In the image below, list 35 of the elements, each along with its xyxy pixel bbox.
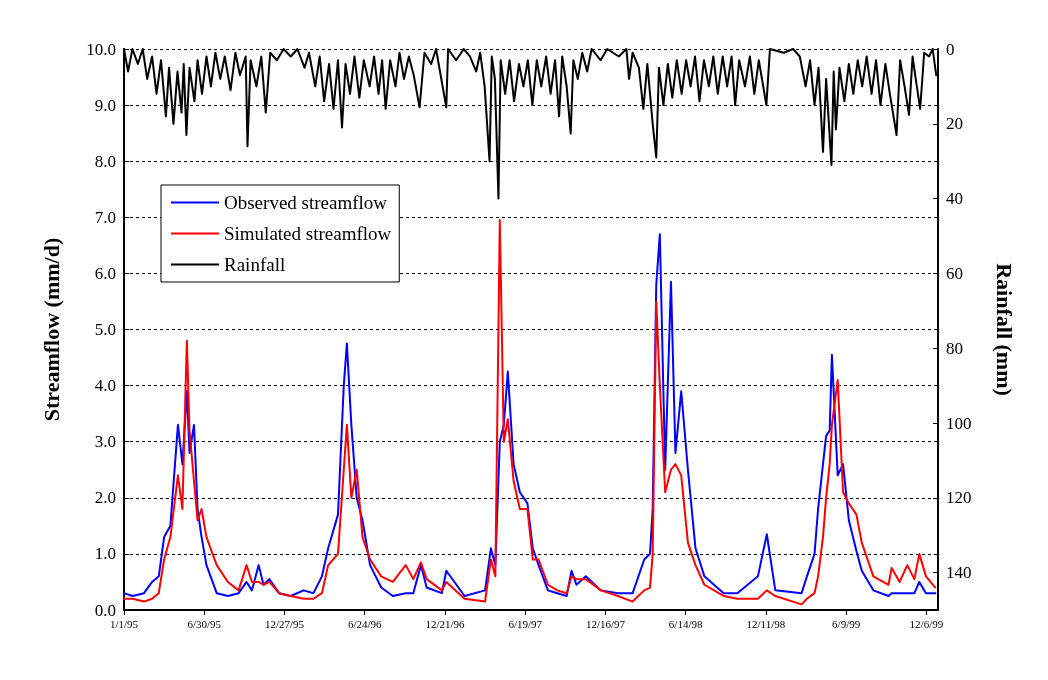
y-tick-label: 8.0 bbox=[94, 151, 116, 171]
x-tick-label: 6/30/95 bbox=[187, 617, 222, 630]
y-tick-label: 10.0 bbox=[86, 39, 116, 59]
x-tick-label: 6/14/98 bbox=[668, 617, 703, 630]
x-tick-label: 6/9/99 bbox=[832, 617, 861, 630]
y2-tick-label: 120 bbox=[946, 488, 972, 508]
y2-tick-label: 0 bbox=[946, 39, 955, 59]
y-tick-label: 0.0 bbox=[94, 600, 116, 620]
x-tick-label: 12/11/98 bbox=[746, 617, 786, 630]
x-tick-label: 6/24/96 bbox=[347, 617, 383, 630]
x-tick-label: 12/21/96 bbox=[425, 617, 466, 630]
y-tick-label: 9.0 bbox=[94, 95, 116, 115]
y2-tick-label: 100 bbox=[946, 413, 972, 433]
y2-axis-title: Rainfall (mm) bbox=[991, 263, 1017, 396]
y2-tick-label: 140 bbox=[946, 563, 972, 583]
legend-label: Observed streamflow bbox=[224, 192, 388, 213]
y-tick-label: 6.0 bbox=[94, 263, 116, 283]
legend-label: Rainfall bbox=[224, 254, 286, 275]
y-tick-label: 1.0 bbox=[94, 544, 116, 564]
y2-tick-label: 80 bbox=[946, 338, 963, 358]
y2-tick-label: 20 bbox=[946, 114, 963, 134]
y-axis-title: Streamflow (mm/d) bbox=[38, 237, 64, 422]
x-tick-label: 12/27/95 bbox=[264, 617, 305, 630]
y2-tick-label: 60 bbox=[946, 263, 963, 283]
x-tick-label: 12/16/97 bbox=[585, 617, 626, 630]
y-tick-label: 5.0 bbox=[94, 320, 116, 339]
x-tick-label: 1/1/95 bbox=[109, 617, 139, 630]
legend-label: Simulated streamflow bbox=[224, 223, 392, 244]
y2-tick-label: 40 bbox=[946, 189, 963, 209]
y-tick-label: 3.0 bbox=[94, 432, 116, 452]
y-tick-label: 4.0 bbox=[94, 376, 116, 396]
x-tick-label: 12/6/99 bbox=[909, 617, 944, 630]
y-tick-label: 7.0 bbox=[94, 207, 116, 227]
y-tick-label: 2.0 bbox=[94, 488, 116, 508]
x-tick-label: 6/19/97 bbox=[508, 617, 543, 630]
